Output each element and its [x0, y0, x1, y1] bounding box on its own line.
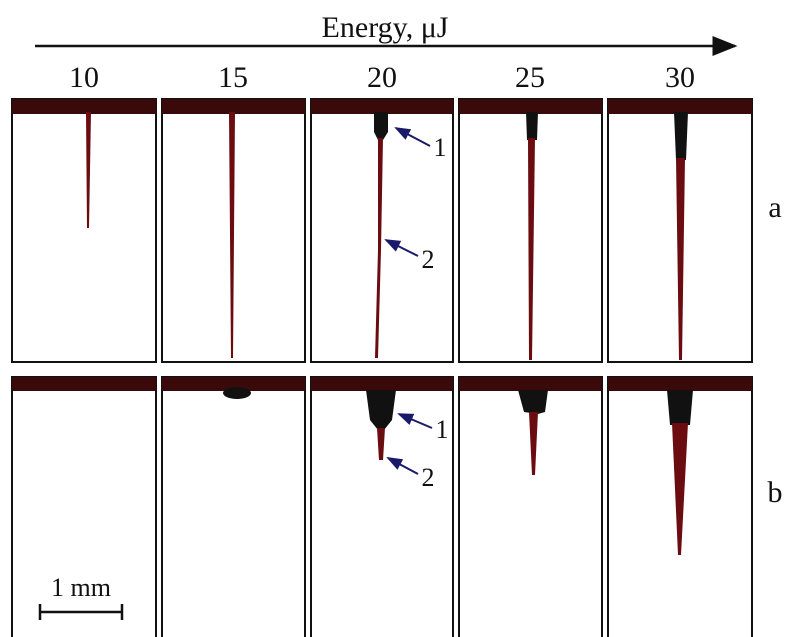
channel-bulb: [223, 387, 251, 399]
channel: [528, 138, 535, 360]
channel: [229, 112, 235, 358]
surface: [162, 377, 305, 391]
row-label: a: [768, 191, 781, 224]
column-label: 15: [218, 61, 248, 94]
surface: [311, 99, 453, 114]
annotation-arrow: [394, 127, 431, 147]
axis-label: Energy, μJ: [322, 11, 449, 44]
channel: [375, 138, 383, 358]
channel-bulb: [526, 112, 538, 140]
scale-bar-label: 1 mm: [51, 573, 111, 602]
surface: [459, 99, 602, 114]
column-label: 25: [515, 61, 545, 94]
channel: [676, 158, 685, 360]
panel: [11, 376, 157, 637]
panel: [11, 98, 157, 363]
annotation-arrow: [397, 413, 433, 429]
annotation: 1: [436, 415, 449, 444]
column-label: 30: [665, 61, 695, 94]
annotation-arrow: [386, 457, 419, 475]
scale-bar: [38, 604, 124, 620]
column-label: 20: [367, 61, 397, 94]
annotation-arrow: [384, 239, 419, 257]
channel: [86, 112, 91, 228]
channel-bulb: [518, 390, 548, 414]
surface: [459, 377, 602, 391]
channel: [529, 412, 538, 475]
channel-bulb: [674, 112, 688, 160]
channel: [672, 423, 688, 555]
column-label: 10: [69, 61, 99, 94]
surface: [608, 99, 752, 114]
annotation: 2: [422, 245, 435, 274]
channel-bulb: [366, 390, 396, 430]
row-label: b: [768, 476, 783, 509]
row-a-panels: [11, 98, 753, 363]
surface: [12, 377, 156, 391]
surface: [608, 377, 752, 391]
annotation: 1: [434, 133, 447, 162]
channel-bulb: [667, 390, 693, 425]
surface: [311, 377, 453, 391]
surface: [12, 99, 156, 114]
annotation: 2: [422, 463, 435, 492]
channel: [377, 428, 385, 460]
surface: [162, 99, 305, 114]
channel-bulb: [374, 112, 388, 140]
row-b-panels: [11, 376, 753, 637]
panel: [161, 376, 306, 637]
